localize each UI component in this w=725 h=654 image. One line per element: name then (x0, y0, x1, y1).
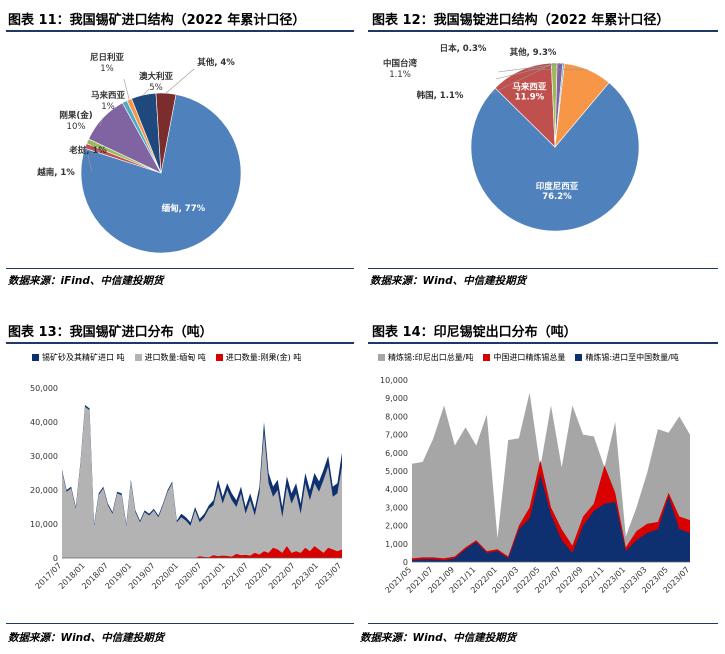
slice-value-label: 1.1% (389, 70, 411, 80)
source-rule-11 (6, 268, 354, 269)
slice-value-label: 10% (67, 122, 86, 132)
area-chart-13: 010,00020,00030,00040,00050,0002017/0720… (30, 384, 343, 591)
slice-label: 其他, 9.3% (510, 47, 557, 58)
leader-line (165, 68, 195, 94)
slice-value-label: 11.9% (515, 92, 545, 102)
series-area (412, 474, 690, 562)
slice-value-label: 76.2% (542, 192, 572, 202)
y-tick-label: 0 (403, 558, 408, 567)
y-tick-label: 0 (53, 554, 58, 563)
series-area (62, 546, 342, 558)
slice-label: 越南, 1% (36, 167, 75, 178)
y-tick-label: 2,000 (385, 522, 408, 531)
source-rule-13 (6, 623, 354, 624)
slice-label: 澳大利亚 (139, 71, 174, 82)
y-tick-label: 40,000 (30, 418, 58, 427)
legend-swatch (134, 354, 142, 361)
legend-label: 精炼锡:进口至中国数量/吨 (585, 353, 679, 362)
slice-label: 中国台湾 (383, 58, 418, 69)
source-rule-14 (368, 623, 718, 624)
leader-line (121, 101, 125, 107)
legend-item: 精炼锡:进口至中国数量/吨 (575, 352, 679, 363)
source-rule-12 (368, 268, 718, 269)
legend-item: 中国进口精炼锡总量 (483, 352, 565, 363)
source-note-11: 数据来源：iFind、中信建投期货 (8, 275, 164, 287)
slice-label: 老挝, 1% (68, 145, 107, 156)
legend-swatch (215, 354, 223, 361)
leader-line (490, 62, 555, 95)
area-chart-14: 0 1,000 2,000 3,000 4,000 5,000 6,000 7,000 8,00… (380, 376, 691, 595)
chart-title-12: 图表 12：我国锡锭进口结构（2022 年累计口径） (372, 13, 670, 28)
y-tick-label: 6,000 (385, 449, 408, 458)
legend-label: 精炼锡:印尼出口总量/吨 (388, 353, 474, 362)
source-note-12: 数据来源：Wind、中信建投期货 (370, 275, 527, 287)
y-tick-label: 9,000 (385, 394, 408, 403)
y-tick-label: 10,000 (380, 376, 408, 385)
title-rule-13 (6, 342, 354, 344)
pie-chart-11: 缅甸, 77%越南, 1%老挝, 1%刚果(金)10%马来西亚1%尼日利亚1%澳… (36, 52, 242, 254)
slice-label: 印度尼西亚 (536, 181, 579, 192)
slice-label: 马来西亚 (512, 81, 547, 92)
title-rule-12 (368, 30, 718, 32)
y-tick-label: 7,000 (385, 431, 408, 440)
slice-label: 其他, 4% (197, 57, 235, 68)
leader-line (99, 118, 103, 127)
chart-title-14: 图表 14：印尼锡锭出口分布（吨） (372, 325, 577, 340)
y-tick-label: 5,000 (385, 467, 408, 476)
y-tick-label: 20,000 (30, 486, 58, 495)
leader-line (87, 141, 100, 153)
legend-swatch (575, 354, 583, 361)
legend-swatch (483, 354, 491, 361)
slice-value-label: 5% (149, 83, 163, 93)
slice-value-label: 1% (100, 64, 114, 74)
legend-label: 进口数量:刚果(金) 吨 (225, 353, 302, 362)
legend-swatch (32, 354, 39, 361)
source-note-14: 数据来源：Wind、中信建投期货 (360, 632, 517, 644)
leader-line (527, 68, 589, 71)
slice-label: 韩国, 1.1% (417, 90, 464, 101)
legend-label: 中国进口精炼锡总量 (493, 353, 566, 362)
y-tick-label: 30,000 (30, 452, 58, 461)
chart-title-11: 图表 11：我国锡矿进口结构（2022 年累计口径） (8, 13, 306, 28)
legend-item: 锡矿砂及其精矿进口 吨 (32, 352, 125, 363)
slice-label: 尼日利亚 (90, 52, 125, 63)
legend-label: 进口数量:缅甸 吨 (144, 353, 206, 362)
legend-label: 锡矿砂及其精矿进口 吨 (42, 353, 125, 362)
title-rule-14 (368, 342, 718, 344)
legend-item: 精炼锡:印尼出口总量/吨 (378, 352, 473, 363)
leader-line (495, 62, 561, 80)
source-note-13: 数据来源：Wind、中信建投期货 (8, 632, 165, 644)
legend-13: 锡矿砂及其精矿进口 吨 进口数量:缅甸 吨 进口数量:刚果(金) 吨 (32, 352, 301, 363)
slice-label: 马来西亚 (91, 90, 126, 101)
leader-line (143, 88, 150, 96)
pie-slice (494, 62, 556, 148)
pie-slice (80, 94, 242, 254)
y-tick-label: 4,000 (385, 485, 408, 494)
slice-label: 缅甸, 77% (162, 203, 206, 214)
slice-label: 刚果(金) (59, 110, 92, 121)
slice-value-label: 1% (101, 102, 115, 112)
y-tick-label: 8,000 (385, 412, 408, 421)
title-rule-11 (6, 30, 354, 32)
series-area (412, 392, 690, 562)
y-tick-label: 50,000 (30, 384, 58, 393)
leader-line (123, 78, 130, 100)
leader-line (497, 63, 564, 73)
y-tick-label: 1,000 (385, 540, 408, 549)
leader-line (85, 145, 93, 173)
y-tick-label: 3,000 (385, 503, 408, 512)
legend-item: 进口数量:刚果(金) 吨 (215, 352, 302, 363)
legend-14: 精炼锡:印尼出口总量/吨 中国进口精炼锡总量 精炼锡:进口至中国数量/吨 (378, 352, 679, 363)
legend-item: 进口数量:缅甸 吨 (134, 352, 206, 363)
series-area (62, 406, 342, 558)
pie-slice (470, 82, 640, 232)
y-tick-label: 10,000 (30, 520, 58, 529)
chart-title-13: 图表 13：我国锡矿进口分布（吨） (8, 325, 213, 340)
legend-swatch (378, 354, 385, 361)
slice-label: 日本, 0.3% (440, 43, 487, 54)
